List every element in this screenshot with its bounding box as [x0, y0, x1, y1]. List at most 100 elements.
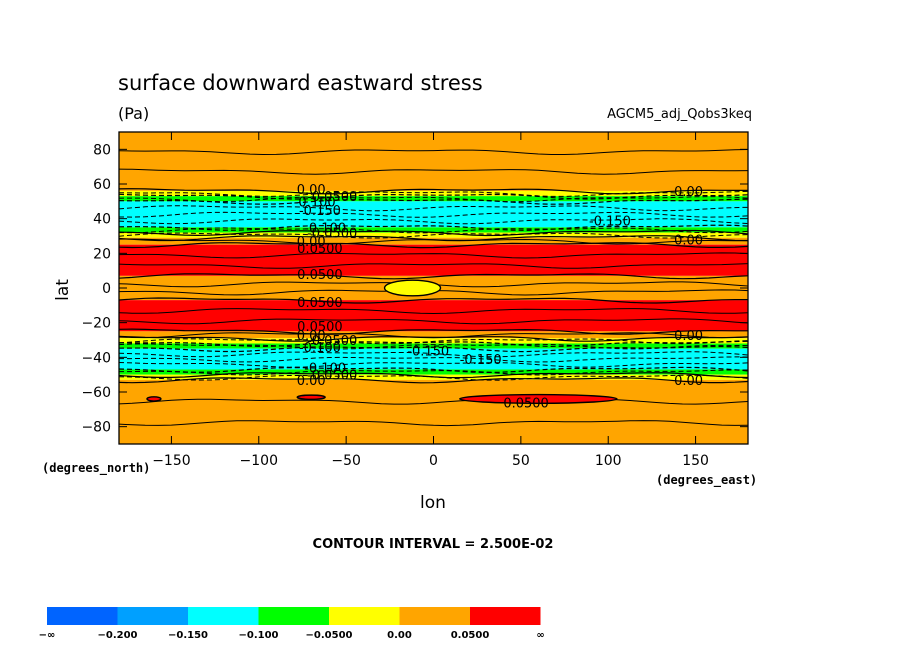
colorbar-swatch	[329, 607, 400, 625]
contour-line	[119, 318, 748, 325]
band-boundary	[119, 273, 748, 280]
dataset-label: AGCM5_adj_Qobs3keq	[607, 107, 752, 122]
contour-line	[119, 398, 748, 405]
colorbar-label: −0.100	[238, 630, 278, 641]
band-boundary	[119, 193, 748, 200]
band-12	[119, 343, 748, 349]
contour-interval-label: CONTOUR INTERVAL = 2.500E-02	[313, 537, 554, 552]
band-boundary	[119, 224, 748, 231]
colorbar-swatch	[399, 607, 470, 625]
band-boundary	[119, 297, 748, 304]
units-label: (Pa)	[118, 104, 149, 123]
y-tick-label: 20	[93, 246, 111, 262]
band-0	[119, 132, 748, 191]
band-boundary	[119, 372, 748, 379]
band-6	[119, 237, 748, 245]
y-tick-label: 60	[93, 177, 111, 193]
yellow-cell	[383, 279, 442, 297]
band-9	[119, 300, 748, 332]
colorbar-label: −0.200	[97, 630, 137, 641]
x-tick-label: −50	[331, 453, 361, 469]
band-boundary	[119, 188, 748, 195]
colorbar-label: −0.0500	[306, 630, 353, 641]
contour-label: 0.0500	[297, 320, 343, 335]
contour-label: 0.0500	[503, 396, 549, 411]
x-tick-label: 0	[429, 453, 438, 469]
x-axis-label: lon	[420, 493, 446, 513]
colorbar-swatch	[117, 607, 188, 625]
colorbar: −∞ −0.200 −0.150 −0.100 −0.0500 0.00 0.0500 ∞	[39, 607, 545, 641]
colorbar-swatch	[470, 607, 541, 625]
contour-label: -0.0500	[307, 190, 357, 205]
contour-line	[119, 420, 748, 427]
band-11	[119, 338, 748, 344]
contour-label: 0.00	[674, 329, 703, 344]
contour-label: 0.00	[297, 183, 326, 198]
contour-label: -0.100	[299, 341, 341, 356]
contour-label: -0.0500	[307, 227, 357, 242]
band-10	[119, 331, 748, 339]
y-tick-label: 40	[93, 212, 111, 228]
contour-line	[119, 211, 748, 218]
band-boundary	[119, 235, 748, 242]
contour-line	[119, 263, 748, 269]
contour-line	[119, 205, 748, 212]
contour-label: -0.150	[407, 344, 449, 359]
contour-line	[119, 168, 748, 175]
contour-label: -0.0500	[307, 334, 357, 349]
y-tick-label: 80	[93, 142, 111, 158]
band-boundary	[119, 198, 748, 205]
contour-label: 0.0500	[297, 268, 343, 283]
x-tick-label: −100	[240, 453, 278, 469]
colorbar-label: ∞	[536, 630, 544, 641]
contour-line	[119, 362, 748, 368]
colorbar-swatch	[188, 607, 259, 625]
band-3	[119, 201, 748, 228]
band-4	[119, 227, 748, 233]
band-boundary	[119, 366, 748, 374]
contour-field: 0.00-0.0500-0.100-0.150-0.100-0.05000.00…	[119, 132, 748, 444]
contour-line	[119, 149, 748, 156]
contour-label: 0.00	[674, 233, 703, 248]
colorbar-swatch	[258, 607, 329, 625]
y-tick-label: −60	[81, 385, 111, 401]
contour-label: -0.150	[589, 214, 631, 229]
contour-label: 0.00	[674, 374, 703, 389]
x-tick-label: 50	[512, 453, 530, 469]
contour-label: -0.100	[304, 362, 346, 377]
chart-title: surface downward eastward stress	[118, 71, 483, 95]
band-boundary	[119, 328, 748, 335]
contour-label: -0.100	[304, 221, 346, 236]
y-tick-label: −40	[81, 350, 111, 366]
x-tick-label: 100	[595, 453, 622, 469]
plot-area: 0.00-0.0500-0.100-0.150-0.100-0.05000.00…	[81, 131, 749, 469]
red-patch	[296, 394, 326, 400]
band-boundary	[119, 377, 748, 384]
x-tick-label: −150	[152, 453, 190, 469]
band-7	[119, 244, 748, 276]
y-tick-label: −80	[81, 420, 111, 436]
contour-label: 0.00	[297, 329, 326, 344]
contour-label: 0.00	[297, 374, 326, 389]
y-axis-label: lat	[53, 279, 73, 301]
red-patch	[459, 393, 618, 404]
contour-label: -0.0500	[307, 369, 357, 384]
y-units-label: (degrees_north)	[42, 461, 150, 476]
band-13	[119, 348, 748, 370]
contour-label: -0.150	[460, 353, 502, 368]
contour-label: 0.00	[674, 185, 703, 200]
colorbar-label: 0.0500	[451, 630, 490, 641]
contour-line	[119, 308, 748, 315]
contour-line	[119, 252, 748, 259]
contour-label: 0.0500	[297, 242, 343, 257]
band-2	[119, 196, 748, 202]
contour-line	[119, 351, 748, 358]
contour-line	[119, 196, 748, 203]
contour-line	[119, 356, 748, 363]
band-boundary	[119, 335, 748, 342]
band-boundary	[119, 242, 748, 249]
band-boundary	[119, 345, 748, 353]
band-boundary	[119, 229, 748, 237]
band-14	[119, 369, 748, 375]
